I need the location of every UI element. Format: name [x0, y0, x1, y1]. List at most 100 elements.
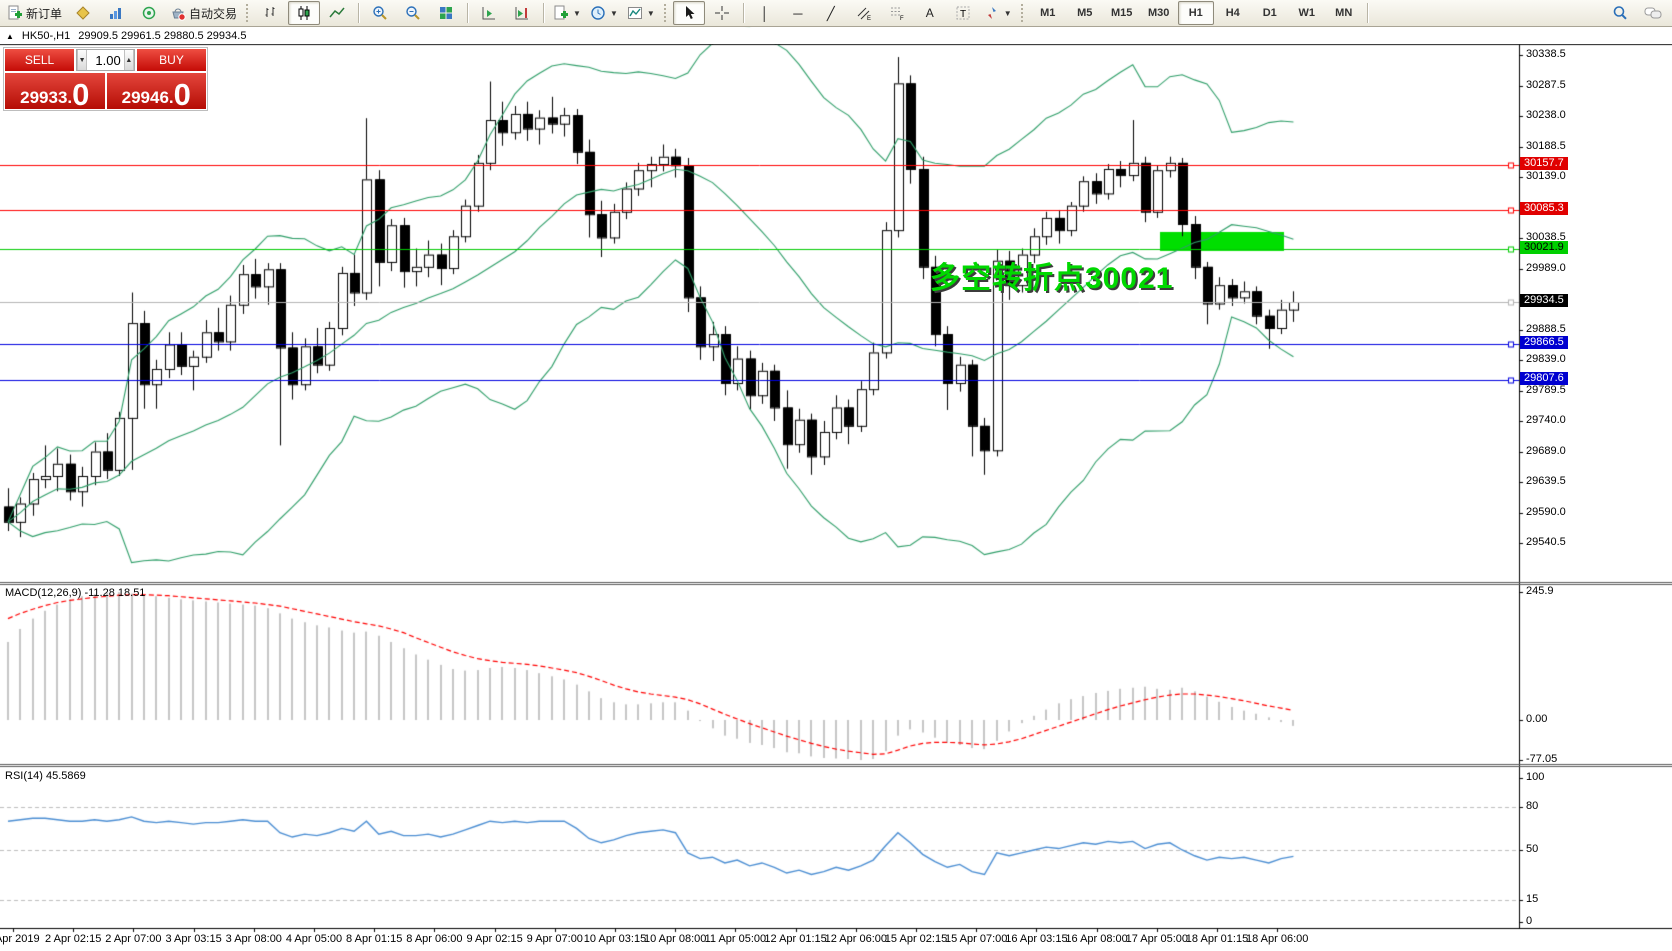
- time-axis-label: 12 Apr 06:00: [824, 933, 887, 945]
- price-line-label: 29807.6: [1520, 371, 1568, 385]
- search-button[interactable]: [1604, 1, 1636, 25]
- fibonacci-tool-button[interactable]: F: [881, 1, 913, 25]
- fibonacci-icon: F: [890, 7, 904, 21]
- sell-price-display[interactable]: 29933. 0: [5, 73, 105, 110]
- time-axis-label: 1 Apr 2019: [0, 933, 40, 945]
- new-order-icon: [8, 5, 22, 20]
- volume-input[interactable]: [87, 50, 124, 70]
- time-axis-label: 3 Apr 08:00: [225, 933, 282, 945]
- time-axis-label: 4 Apr 05:00: [285, 933, 343, 945]
- price-line-label: 30021.9: [1520, 240, 1568, 254]
- candlestick-mode-button[interactable]: [288, 1, 321, 25]
- auto-scroll-button[interactable]: [473, 1, 505, 25]
- channel-tool-button[interactable]: E: [848, 1, 880, 25]
- time-axis-label: 2 Apr 02:15: [45, 933, 102, 945]
- timeframe-d1-button[interactable]: D1: [1262, 7, 1277, 19]
- toolbar-separator: [467, 3, 469, 23]
- indicators-button[interactable]: ▼: [623, 1, 659, 25]
- label-tool-button[interactable]: T: [947, 1, 979, 25]
- time-axis-label: 10 Apr 08:00: [643, 933, 707, 945]
- chart-shift-icon: [515, 7, 529, 20]
- bar-chart-icon: [265, 7, 275, 17]
- vertical-line-tool-button[interactable]: │: [749, 1, 781, 25]
- paint-bucket-icon: [76, 6, 90, 20]
- new-order-label: 新订单: [26, 6, 63, 21]
- bar-chart-mode-button[interactable]: [255, 1, 287, 25]
- timeframe-h1-button[interactable]: H1: [1177, 1, 1214, 25]
- price-tick-label: 29989.0: [1526, 261, 1566, 274]
- time-axis-label: 12 Apr 01:15: [764, 933, 827, 945]
- timeframe-h4-button[interactable]: H4: [1225, 7, 1240, 19]
- price-tick-label: 30139.0: [1526, 169, 1566, 182]
- zoom-in-button[interactable]: [364, 1, 396, 25]
- collapse-triangle-icon[interactable]: ▲: [6, 31, 14, 41]
- profiles-button[interactable]: [100, 1, 132, 25]
- signals-button[interactable]: [133, 1, 165, 25]
- price-line-label: 29866.5: [1520, 335, 1568, 349]
- text-tool-button[interactable]: A: [914, 1, 946, 25]
- volume-increase-button[interactable]: ▲: [123, 50, 135, 70]
- toolbar-grip: [1020, 4, 1025, 22]
- main-toolbar: 新订单 自动交易: [0, 0, 1672, 27]
- horizontal-line-tool-button[interactable]: ─: [782, 1, 814, 25]
- macd-tick-label: 0.00: [1526, 713, 1548, 725]
- styler-button[interactable]: [67, 1, 99, 25]
- chevron-down-icon: ▼: [573, 8, 581, 18]
- timeframe-mn-button[interactable]: MN: [1335, 7, 1353, 19]
- chart-text-annotation[interactable]: 多空转折点30021: [930, 262, 1174, 295]
- sell-button[interactable]: SELL: [5, 49, 74, 71]
- buy-button[interactable]: BUY: [137, 49, 206, 71]
- price-tick-label: 29540.5: [1526, 535, 1566, 548]
- rsi-tick-label: 50: [1526, 843, 1539, 855]
- shapes-tool-button[interactable]: ▼: [980, 1, 1016, 25]
- sell-price-main: 29933.: [20, 88, 73, 108]
- line-chart-mode-button[interactable]: [321, 1, 353, 25]
- timeframe-m30-button[interactable]: M30: [1148, 7, 1170, 19]
- timeframe-m1-button[interactable]: M1: [1040, 7, 1056, 19]
- timeframe-w1-button[interactable]: W1: [1298, 7, 1315, 19]
- time-axis-label: 15 Apr 02:15: [884, 933, 948, 945]
- candlestick-icon: [298, 6, 310, 20]
- timeframe-m5-button[interactable]: M5: [1077, 7, 1093, 19]
- price-tick-label: 29888.5: [1526, 323, 1566, 336]
- toolbar-grip: [663, 4, 668, 22]
- price-tick-label: 30338.5: [1526, 47, 1566, 60]
- price-tick-label: 30238.0: [1526, 109, 1566, 122]
- chevron-down-icon: ▼: [609, 8, 618, 18]
- channel-icon: E: [857, 7, 871, 21]
- price-tick-label: 30188.5: [1526, 139, 1566, 152]
- chat-bubbles-icon: [1644, 7, 1662, 19]
- period-button[interactable]: ▼: [586, 1, 622, 25]
- zoom-out-button[interactable]: [397, 1, 429, 25]
- trendline-tool-button[interactable]: ╱: [815, 1, 847, 25]
- time-axis-label: 16 Apr 08:00: [1065, 933, 1128, 945]
- crosshair-tool-button[interactable]: [706, 1, 738, 25]
- timeframe-m15-button[interactable]: M15: [1111, 7, 1133, 19]
- cursor-icon: [685, 6, 695, 19]
- auto-trading-button[interactable]: 自动交易: [166, 1, 241, 25]
- zoom-out-icon: [406, 6, 420, 20]
- template-icon: [554, 5, 569, 20]
- toolbar-separator: [1366, 3, 1368, 23]
- price-line-label: 30157.7: [1520, 157, 1568, 171]
- templates-button[interactable]: ▼: [549, 1, 585, 25]
- time-axis-label: 18 Apr 01:15: [1185, 933, 1249, 945]
- tile-windows-icon: [440, 7, 453, 19]
- chat-button[interactable]: [1637, 1, 1669, 25]
- chart-shift-button[interactable]: [506, 1, 538, 25]
- buy-price-display[interactable]: 29946. 0: [106, 73, 206, 110]
- time-axis-label: 10 Apr 03:15: [583, 933, 647, 945]
- new-order-button[interactable]: 新订单: [3, 1, 66, 25]
- tile-windows-button[interactable]: [430, 1, 462, 25]
- horizontal-line-icon: ─: [793, 5, 803, 21]
- indicators-icon: [627, 7, 642, 19]
- volume-decrease-button[interactable]: ▼: [77, 50, 88, 70]
- time-axis-label: 8 Apr 06:00: [406, 933, 463, 945]
- vertical-line-icon: │: [760, 5, 769, 21]
- toolbar-separator: [543, 3, 545, 23]
- cursor-tool-button[interactable]: [672, 1, 705, 25]
- time-axis-label: 15 Apr 07:00: [944, 933, 1008, 945]
- chevron-down-icon: ▼: [646, 8, 655, 18]
- profiles-icon: [110, 8, 122, 19]
